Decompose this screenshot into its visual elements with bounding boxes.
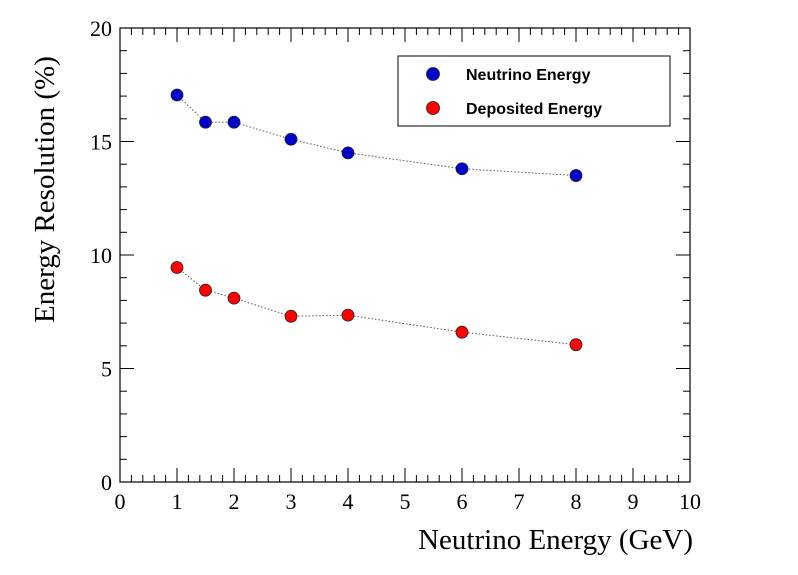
x-tick-label: 8 — [571, 489, 582, 514]
data-point — [455, 162, 469, 176]
legend-marker-neutrino-energy — [426, 67, 440, 81]
y-axis-title: Energy Resolution (%) — [29, 56, 61, 323]
y-tick-label: 15 — [90, 130, 112, 155]
data-point — [170, 261, 184, 274]
axis-tick-labels: 0 1 2 3 4 5 6 7 8 9 10 0 5 10 15 20 — [90, 16, 701, 514]
y-tick-label: 0 — [101, 470, 112, 495]
x-tick-label: 0 — [115, 489, 126, 514]
x-tick-label: 5 — [400, 489, 411, 514]
x-tick-label: 6 — [457, 489, 468, 514]
legend: Neutrino Energy Deposited Energy — [397, 55, 671, 127]
x-tick-label: 9 — [628, 489, 639, 514]
axis-ticks — [119, 27, 691, 483]
x-tick-label: 1 — [172, 489, 183, 514]
data-point — [341, 146, 355, 160]
legend-label-deposited-energy: Deposited Energy — [466, 101, 602, 118]
x-axis-title: Neutrino Energy (GeV) — [418, 524, 693, 556]
data-point — [569, 169, 583, 182]
data-series — [170, 88, 583, 352]
data-point — [199, 283, 212, 297]
x-tick-label: 4 — [343, 489, 354, 514]
series-0 — [170, 88, 583, 182]
legend-label-neutrino-energy: Neutrino Energy — [466, 67, 591, 84]
x-tick-label: 3 — [286, 489, 297, 514]
y-tick-label: 10 — [90, 243, 112, 268]
data-point — [284, 309, 298, 323]
legend-marker-deposited-energy — [426, 101, 440, 115]
series-1 — [170, 261, 583, 352]
data-point — [569, 338, 583, 352]
data-point — [455, 325, 469, 339]
legend-box — [397, 55, 671, 127]
x-tick-label: 7 — [514, 489, 525, 514]
x-tick-label: 2 — [229, 489, 240, 514]
data-point — [227, 115, 241, 129]
x-tick-label: 10 — [679, 489, 701, 514]
y-tick-label: 5 — [101, 357, 112, 382]
data-point — [170, 88, 184, 102]
data-point — [341, 308, 355, 322]
data-point — [284, 132, 298, 146]
data-point — [227, 291, 241, 305]
data-point — [199, 115, 212, 129]
series-connector-line — [176, 267, 577, 346]
y-tick-label: 20 — [90, 16, 112, 41]
